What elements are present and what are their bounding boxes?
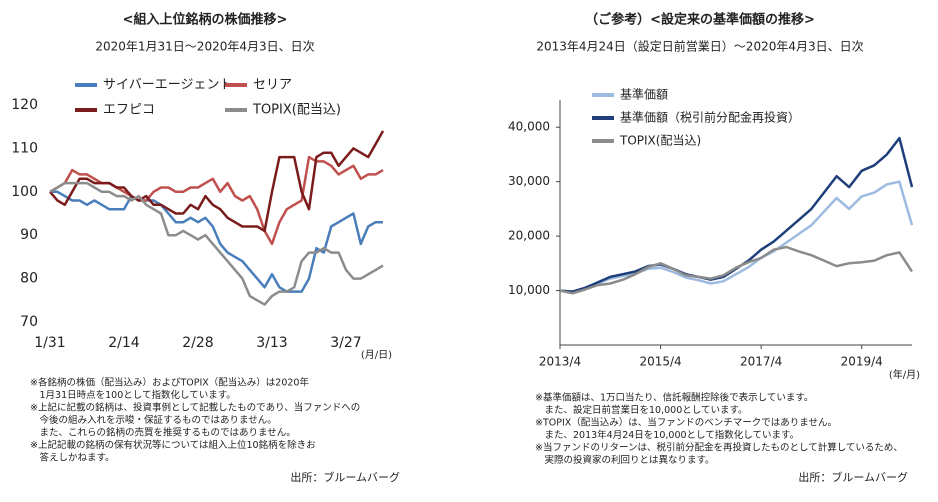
y-tick-label: 110 bbox=[11, 140, 38, 156]
legend-label: サイバーエージェント bbox=[103, 78, 232, 93]
series-line bbox=[559, 180, 914, 293]
x-tick-label: 3/27 bbox=[330, 335, 361, 351]
y-tick-label: 30,000 bbox=[508, 174, 550, 188]
footnote: また、設定日前営業日を10,000としています。 bbox=[535, 404, 748, 416]
series-line bbox=[49, 155, 384, 246]
footnote: 今後の組み入れを示唆・保証するものではありません。 bbox=[30, 414, 277, 426]
y-tick-label: 40,000 bbox=[508, 120, 550, 134]
footnote: ※TOPIX（配当込み）は、当ファンドのベンチマークではありません。 bbox=[535, 417, 837, 429]
legend-label: エフピコ bbox=[103, 103, 155, 118]
source: 出所：ブルームバーグ bbox=[798, 470, 908, 484]
x-unit: (年/月) bbox=[889, 368, 920, 381]
x-tick-label: 2013/4 bbox=[539, 355, 581, 369]
y-tick-label: 20,000 bbox=[508, 229, 550, 243]
chart-subtitle: 2020年1月31日～2020年4月3日、日次 bbox=[95, 40, 314, 54]
source: 出所：ブルームバーグ bbox=[290, 470, 400, 484]
legend-label: 基準価額 bbox=[620, 87, 668, 102]
legend-label: TOPIX(配当込) bbox=[252, 103, 341, 118]
y-tick-label: 100 bbox=[11, 184, 38, 200]
y-tick-label: 10,000 bbox=[508, 283, 550, 297]
x-tick-label: 2/14 bbox=[108, 335, 140, 351]
footnote: ※当ファンドのリターンは、税引前分配金を再投資したものとして計算しているため、 bbox=[535, 442, 903, 454]
x-unit: (月/日) bbox=[361, 349, 392, 361]
series-line bbox=[50, 190, 383, 293]
x-tick-label: 3/13 bbox=[256, 335, 287, 351]
footnote: また、2013年4月24日を10,000として指数化しています。 bbox=[535, 429, 799, 441]
footnote: また、これらの銘柄の売買を推奨するものではありません。 bbox=[30, 427, 296, 439]
x-tick-label: 2017/4 bbox=[740, 355, 782, 369]
legend-label: 基準価額（税引前分配金再投資） bbox=[620, 110, 800, 125]
footnote: ※上記に記載の銘柄は、投資事例として記載したものであり、当ファンドへの bbox=[30, 402, 360, 414]
chart-subtitle: 2013年4月24日（設定日前営業日）～2020年4月3日、日次 bbox=[536, 39, 863, 54]
y-tick-label: 90 bbox=[20, 227, 38, 243]
series-line bbox=[49, 130, 385, 233]
footnote: 実際の投資家の利回りとは異なります。 bbox=[535, 454, 715, 466]
chart-title: <組入上位銘柄の株価推移> bbox=[123, 12, 288, 28]
series-line bbox=[559, 245, 914, 295]
y-tick-label: 80 bbox=[20, 271, 38, 287]
footnote: ※上記記載の銘柄の保有状況等については組入上位10銘柄を除きお bbox=[30, 439, 316, 451]
footnote: 答えしかねます。 bbox=[30, 452, 115, 464]
x-tick-label: 2019/4 bbox=[841, 355, 883, 369]
series-line bbox=[49, 181, 384, 306]
legend-label: セリア bbox=[253, 78, 292, 93]
x-tick-label: 2015/4 bbox=[639, 355, 681, 369]
x-tick-label: 2/28 bbox=[182, 335, 213, 351]
x-tick-label: 1/31 bbox=[34, 335, 65, 351]
chart-title: （ご参考）<設定来の基準価額の推移> bbox=[585, 12, 815, 28]
footnote: 1月31日時点を100として指数化しています。 bbox=[30, 389, 236, 401]
footnote: ※基準価額は、1万口当たり、信託報酬控除後で表示しています。 bbox=[535, 392, 813, 404]
y-tick-label: 120 bbox=[11, 97, 38, 113]
y-tick-label: 70 bbox=[20, 314, 38, 330]
footnote: ※各銘柄の株価（配当込み）およびTOPIX（配当込み）は2020年 bbox=[30, 377, 309, 389]
legend-label: TOPIX(配当込) bbox=[619, 134, 701, 148]
